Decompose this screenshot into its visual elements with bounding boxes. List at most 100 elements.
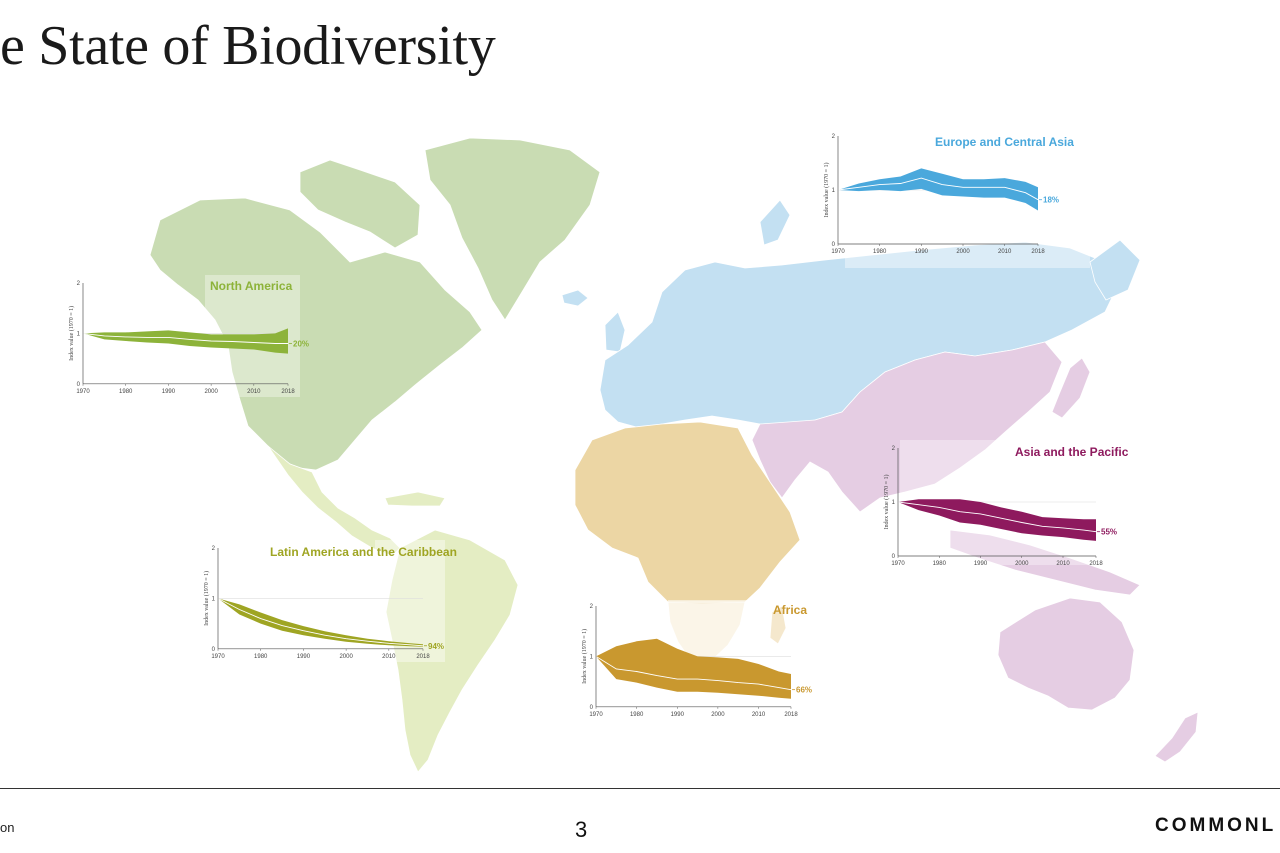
region-shape-arctic-russia xyxy=(759,199,791,246)
region-shape-new-zealand xyxy=(1154,711,1199,763)
x-tick-label: 2010 xyxy=(247,389,261,395)
region-chart-title: Asia and the Pacific xyxy=(1015,445,1129,459)
region-shape-arctic-islands xyxy=(299,159,421,249)
x-tick-label: 1990 xyxy=(297,654,311,660)
change-label: 20% xyxy=(293,339,309,348)
y-tick-label: 0 xyxy=(832,242,836,248)
region-chart-title: Europe and Central Asia xyxy=(935,135,1074,149)
x-tick-label: 2018 xyxy=(281,389,295,395)
region-chart-title: North America xyxy=(210,279,293,293)
x-tick-label: 1970 xyxy=(589,712,603,718)
x-tick-label: 2010 xyxy=(382,654,396,660)
footer-text: on xyxy=(0,820,15,835)
region-shape-north-america xyxy=(149,197,483,471)
x-tick-label: 1980 xyxy=(873,249,887,255)
region-shape-japan xyxy=(1051,357,1091,419)
y-tick-label: 2 xyxy=(212,546,216,552)
y-tick-label: 0 xyxy=(892,554,896,560)
y-axis-label: Index value (1970 = 1) xyxy=(883,474,890,529)
x-tick-label: 1990 xyxy=(671,712,685,718)
y-tick-label: 1 xyxy=(832,188,836,194)
x-tick-label: 1990 xyxy=(915,249,929,255)
x-tick-label: 2000 xyxy=(204,389,218,395)
y-tick-label: 1 xyxy=(212,596,216,602)
x-tick-label: 2018 xyxy=(1089,561,1103,567)
change-label: 18% xyxy=(1043,196,1059,205)
x-tick-label: 1990 xyxy=(162,389,176,395)
confidence-band xyxy=(218,598,423,647)
slide-title: e State of Biodiversity xyxy=(0,15,496,77)
brand-logo: COMMONL xyxy=(1155,815,1277,836)
region-chart-title: Latin America and the Caribbean xyxy=(270,545,457,559)
index-line xyxy=(82,332,288,344)
y-tick-label: 2 xyxy=(832,134,836,140)
region-shape-uk xyxy=(604,311,626,353)
y-tick-label: 0 xyxy=(77,382,81,388)
region-shape-europe-central-asia xyxy=(599,241,1119,429)
x-tick-label: 1980 xyxy=(630,712,644,718)
x-tick-label: 2010 xyxy=(998,249,1012,255)
confidence-band xyxy=(596,638,791,699)
region-shape-indonesia xyxy=(949,529,1141,596)
region-shape-south-america xyxy=(385,529,519,773)
x-tick-label: 2010 xyxy=(752,712,766,718)
x-tick-label: 1970 xyxy=(891,561,905,567)
index-line xyxy=(897,501,1097,533)
region-shape-mexico xyxy=(267,445,401,557)
x-tick-label: 2000 xyxy=(711,712,725,718)
chart-panel xyxy=(845,128,1090,268)
x-tick-label: 2018 xyxy=(1031,249,1045,255)
y-tick-label: 0 xyxy=(590,705,594,711)
chart-north-america: 1970 1980 1990 2000 2010 2018 0 1 2 Index value (… xyxy=(68,275,309,397)
y-axis-label: Index value (1970 = 1) xyxy=(581,629,588,684)
region-shape-caribbean xyxy=(384,491,446,507)
x-tick-label: 2018 xyxy=(784,712,798,718)
chart-africa: 1970 1980 1990 2000 2010 2018 0 1 2 Index value (… xyxy=(581,600,812,718)
change-label: 94% xyxy=(428,642,444,651)
region-shape-greenland xyxy=(424,137,601,321)
x-tick-label: 2000 xyxy=(956,249,970,255)
x-tick-label: 2000 xyxy=(1015,561,1029,567)
chart-europe-central-asia: 1970 1980 1990 2000 2010 2018 0 1 2 Index value (… xyxy=(823,128,1090,268)
y-axis-label: Index value (1970 = 1) xyxy=(823,162,830,217)
confidence-band xyxy=(838,168,1038,211)
x-tick-label: 1980 xyxy=(254,654,268,660)
y-tick-label: 1 xyxy=(77,331,81,337)
region-shape-asia xyxy=(751,341,1063,513)
y-tick-label: 0 xyxy=(212,647,216,653)
x-tick-label: 2000 xyxy=(339,654,353,660)
x-tick-label: 1970 xyxy=(76,389,90,395)
change-label: 55% xyxy=(1101,528,1117,537)
x-tick-label: 1970 xyxy=(211,654,225,660)
y-tick-label: 1 xyxy=(892,500,896,506)
y-axis-label: Index value (1970 = 1) xyxy=(68,306,75,361)
region-shape-madagascar xyxy=(769,605,787,645)
index-line xyxy=(217,598,424,647)
y-axis-label: Index value (1970 = 1) xyxy=(203,571,210,626)
footer-divider xyxy=(0,788,1280,789)
region-shape-iceland xyxy=(561,289,589,307)
index-line xyxy=(595,656,792,691)
y-tick-label: 2 xyxy=(77,281,81,287)
region-shape-australia xyxy=(997,597,1135,711)
chart-latin-america: 1970 1980 1990 2000 2010 2018 0 1 2 Index value (… xyxy=(203,540,457,662)
change-label: 66% xyxy=(796,686,812,695)
confidence-band xyxy=(898,499,1096,541)
page-number: 3 xyxy=(575,817,588,842)
region-shape-africa xyxy=(574,421,801,605)
confidence-band xyxy=(83,328,288,354)
y-tick-label: 2 xyxy=(590,604,594,610)
chart-asia-pacific: 1970 1980 1990 2000 2010 2018 0 1 2 Index value (… xyxy=(883,440,1129,567)
y-tick-label: 2 xyxy=(892,446,896,452)
x-tick-label: 2018 xyxy=(416,654,430,660)
x-tick-label: 1990 xyxy=(974,561,988,567)
x-tick-label: 1980 xyxy=(119,389,133,395)
x-tick-label: 1980 xyxy=(933,561,947,567)
x-tick-label: 2010 xyxy=(1056,561,1070,567)
y-tick-label: 1 xyxy=(590,654,594,660)
index-line xyxy=(837,177,1039,201)
x-tick-label: 1970 xyxy=(831,249,845,255)
region-shape-kamchatka xyxy=(1089,239,1141,301)
region-chart-title: Africa xyxy=(773,603,807,617)
